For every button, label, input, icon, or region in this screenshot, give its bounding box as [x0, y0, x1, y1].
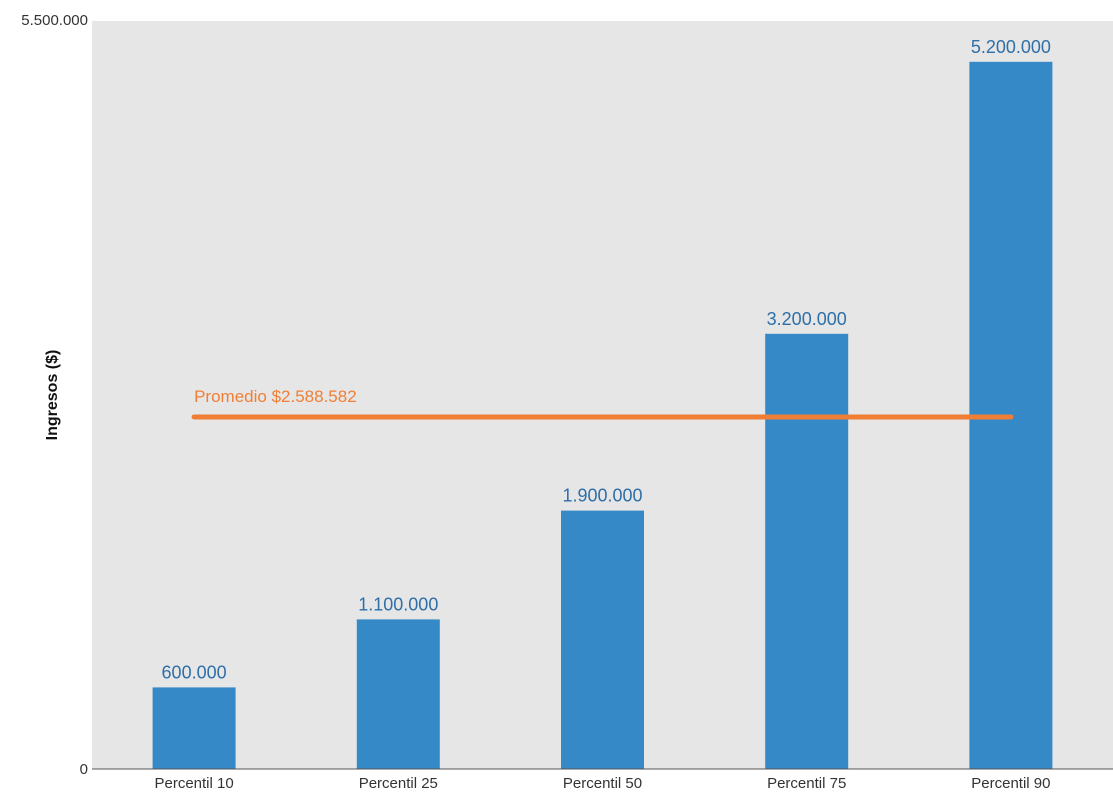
x-tick-label: Percentil 10 [154, 775, 233, 792]
bar-value-label: 5.200.000 [971, 37, 1051, 57]
bar-value-label: 3.200.000 [767, 309, 847, 329]
bar [356, 619, 440, 769]
average-line-label: Promedio $2.588.582 [194, 387, 357, 406]
bar-value-label: 600.000 [162, 662, 227, 682]
x-axis-labels: Percentil 10 Percentil 25 Percentil 50 Perc… [154, 775, 1050, 792]
bar-value-label: 1.100.000 [358, 594, 438, 614]
bar [765, 333, 849, 769]
x-tick-label: Percentil 90 [971, 775, 1050, 792]
y-axis-title: Ingresos ($) [44, 350, 61, 441]
y-tick-label: 5.500.000 [21, 12, 88, 29]
bar [152, 687, 236, 769]
x-tick-label: Percentil 50 [563, 775, 642, 792]
y-tick-label: 0 [80, 761, 88, 778]
bar-value-label: 1.900.000 [562, 486, 642, 506]
y-axis-ticks: 0 5.500.000 [21, 12, 88, 778]
bar [561, 510, 644, 769]
reference-line-group: Promedio $2.588.582 [191, 387, 1014, 420]
x-tick-label: Percentil 25 [359, 775, 438, 792]
x-tick-label: Percentil 75 [767, 775, 846, 792]
